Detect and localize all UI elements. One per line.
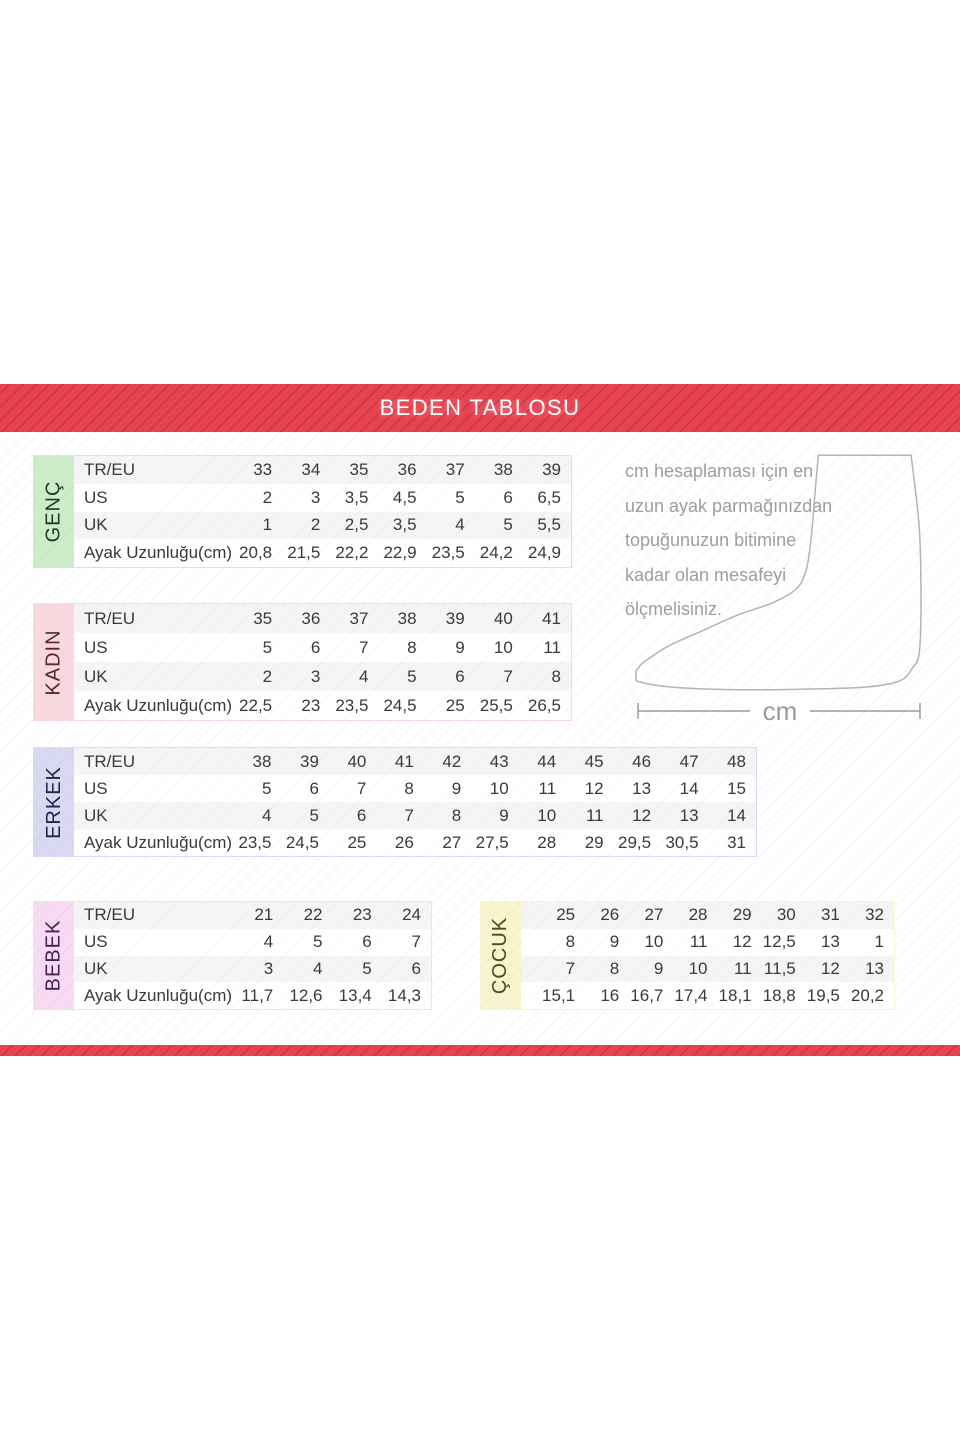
svg-text:cm: cm — [763, 696, 798, 726]
